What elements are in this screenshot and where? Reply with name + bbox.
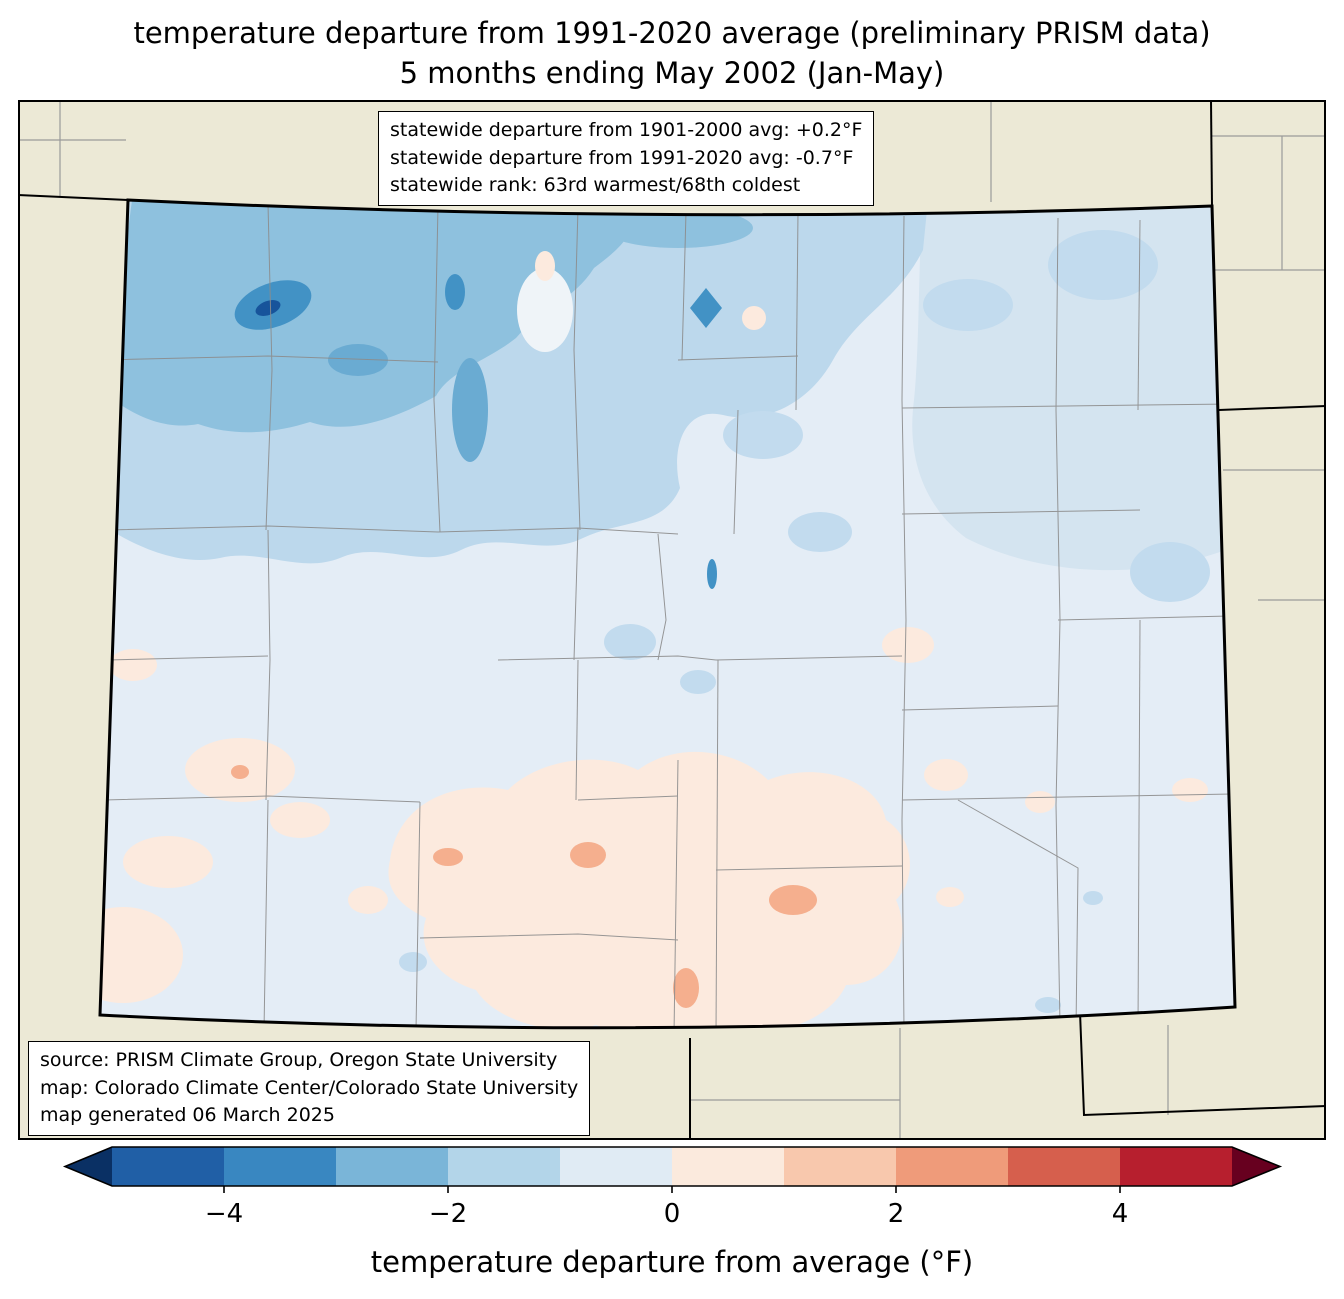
source-annotation-box: source: PRISM Climate Group, Oregon Stat…: [28, 1041, 591, 1136]
south-cool-spots: [399, 891, 1103, 1013]
pale-spots: [517, 268, 573, 352]
colorbar-tick-label: −4: [205, 1199, 243, 1229]
colorbar-segment: [224, 1147, 336, 1186]
warm-mid-spots: [231, 765, 817, 1008]
colorado-temperature-map: [18, 100, 1326, 1140]
colorbar-tick-label: 2: [888, 1199, 905, 1229]
state-boundary: [98, 198, 1237, 1030]
light-cool-patches: [604, 230, 1210, 694]
colorbar-tick-label: −2: [429, 1199, 467, 1229]
source-line-2: map: Colorado Climate Center/Colorado St…: [40, 1076, 579, 1099]
warm-light-patches: [100, 251, 1208, 1028]
county-boundaries: [101, 203, 1233, 1028]
colorbar-segment: [672, 1147, 784, 1186]
source-line-3: map generated 06 March 2025: [40, 1104, 335, 1127]
colorbar-segments: [112, 1147, 1232, 1186]
stats-annotation-box: statewide departure from 1901-2000 avg: …: [378, 111, 875, 206]
coldest-spot: [255, 300, 281, 316]
cold-strip: [328, 344, 488, 462]
map-title-line2: 5 months ending May 2002 (Jan-May): [399, 56, 945, 90]
colorbar-tick-label: 4: [1112, 1199, 1129, 1229]
colorbar-segment: [112, 1147, 224, 1186]
colorbar: −4 −2 0 2 4 temperature departure from a…: [62, 1146, 1283, 1279]
stats-line-3: statewide rank: 63rd warmest/68th coldes…: [390, 174, 801, 197]
stats-line-2: statewide departure from 1991-2020 avg: …: [390, 146, 854, 169]
colorbar-segment: [1120, 1147, 1232, 1186]
colorbar-segment: [336, 1147, 448, 1186]
map-title-line1: temperature departure from 1991-2020 ave…: [133, 16, 1211, 50]
colorbar-left-arrow: [65, 1147, 112, 1186]
neighbor-state-borders: [18, 100, 1326, 1140]
colorbar-tick-label: 0: [664, 1199, 681, 1229]
stats-line-1: statewide departure from 1901-2000 avg: …: [390, 119, 863, 141]
colorbar-ticks: [223, 1186, 1121, 1193]
colorbar-axis-label: temperature departure from average (°F): [371, 1245, 973, 1279]
neighbor-county-lines: [18, 100, 1326, 1140]
colorbar-outline: [62, 1146, 1283, 1187]
colorbar-segment: [560, 1147, 672, 1186]
northwest-colder-region: [114, 200, 753, 433]
colorbar-segment: [784, 1147, 896, 1186]
temperature-anomaly-layers: [100, 200, 1235, 1028]
colorbar-right-arrow: [1232, 1147, 1280, 1186]
colorbar-segment: [1008, 1147, 1120, 1186]
map-frame: [18, 100, 1326, 1140]
colorbar-segment: [896, 1147, 1008, 1186]
source-line-1: source: PRISM Climate Group, Oregon Stat…: [40, 1049, 558, 1071]
colorbar-segment: [448, 1147, 560, 1186]
